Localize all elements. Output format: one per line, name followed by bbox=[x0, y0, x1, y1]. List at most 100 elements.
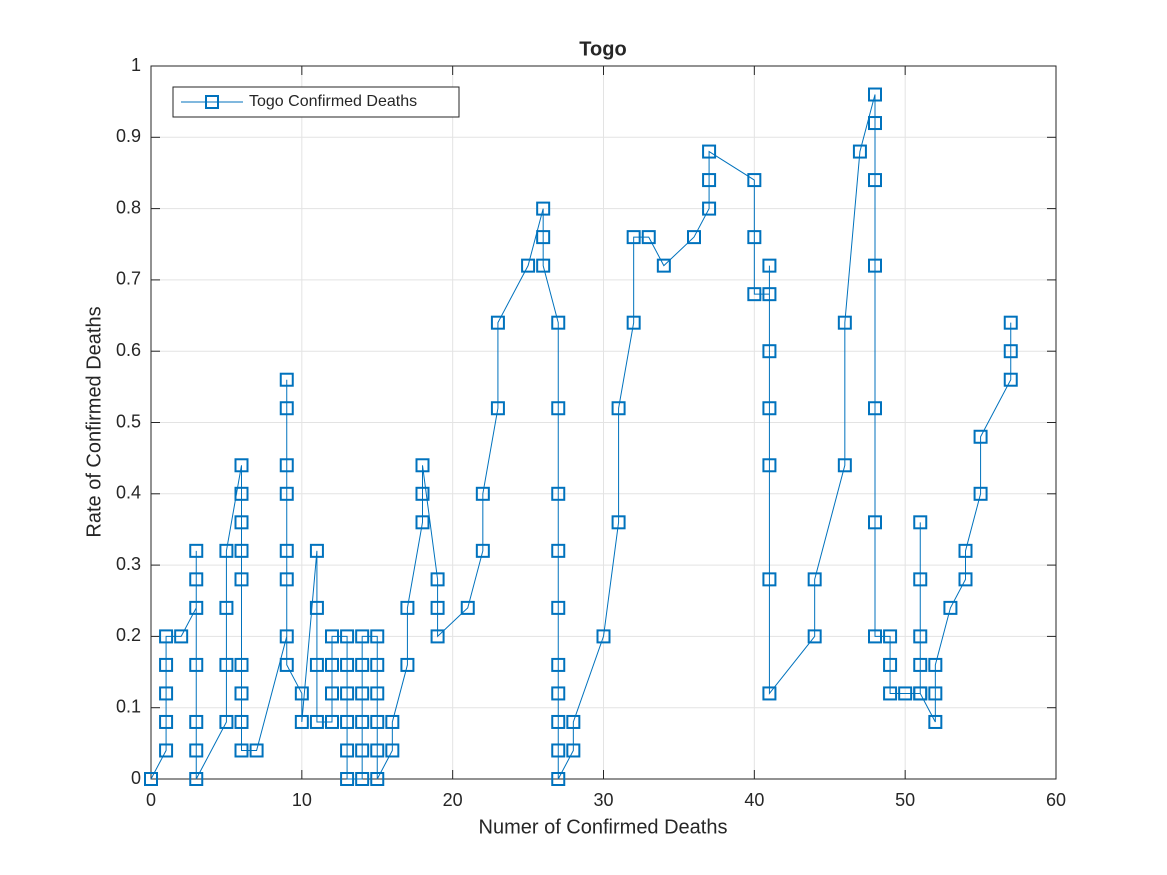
marker bbox=[234, 657, 249, 672]
marker bbox=[189, 743, 204, 758]
marker bbox=[189, 772, 204, 786]
marker bbox=[626, 315, 641, 330]
marker bbox=[355, 657, 370, 672]
marker bbox=[566, 743, 581, 758]
marker bbox=[898, 686, 913, 701]
marker bbox=[219, 657, 234, 672]
marker bbox=[234, 458, 249, 473]
marker bbox=[837, 315, 852, 330]
marker bbox=[234, 515, 249, 530]
marker bbox=[551, 686, 566, 701]
marker bbox=[370, 772, 385, 786]
marker bbox=[762, 458, 777, 473]
marker bbox=[234, 572, 249, 587]
marker bbox=[913, 515, 928, 530]
marker bbox=[340, 686, 355, 701]
marker bbox=[913, 572, 928, 587]
marker bbox=[762, 258, 777, 273]
y-tick-label: 0 bbox=[131, 768, 141, 788]
y-tick-label: 0.9 bbox=[116, 126, 141, 146]
marker bbox=[868, 515, 882, 530]
marker bbox=[174, 629, 189, 644]
y-tick-label: 0.1 bbox=[116, 696, 141, 716]
marker bbox=[702, 144, 717, 159]
marker bbox=[536, 258, 551, 273]
y-tick-label: 0.7 bbox=[116, 269, 141, 289]
marker bbox=[279, 401, 294, 416]
marker bbox=[883, 686, 898, 701]
marker bbox=[400, 600, 415, 615]
marker bbox=[355, 686, 370, 701]
marker bbox=[370, 657, 385, 672]
marker bbox=[1003, 344, 1018, 359]
marker bbox=[159, 743, 174, 758]
marker bbox=[234, 714, 249, 729]
y-tick-label: 0.5 bbox=[116, 411, 141, 431]
marker bbox=[551, 315, 566, 330]
chart-title: Togo bbox=[579, 38, 626, 60]
marker bbox=[536, 230, 551, 245]
marker bbox=[868, 87, 882, 102]
marker bbox=[159, 629, 174, 644]
y-tick-label: 0.4 bbox=[116, 483, 141, 503]
marker bbox=[159, 657, 174, 672]
marker bbox=[189, 657, 204, 672]
marker bbox=[340, 629, 355, 644]
marker bbox=[234, 686, 249, 701]
marker bbox=[611, 515, 626, 530]
marker bbox=[807, 629, 822, 644]
legend-label: Togo Confirmed Deaths bbox=[249, 93, 417, 110]
marker bbox=[852, 144, 867, 159]
marker bbox=[219, 600, 234, 615]
marker bbox=[234, 486, 249, 501]
plot-frame bbox=[150, 65, 1057, 780]
marker bbox=[430, 572, 445, 587]
marker bbox=[340, 743, 355, 758]
marker bbox=[656, 258, 671, 273]
marker bbox=[325, 714, 339, 729]
marker bbox=[189, 600, 204, 615]
marker bbox=[928, 714, 943, 729]
marker bbox=[159, 686, 174, 701]
marker bbox=[309, 657, 324, 672]
marker bbox=[928, 686, 943, 701]
y-tick-label: 0.2 bbox=[116, 625, 141, 645]
marker bbox=[430, 600, 445, 615]
legend-marker bbox=[205, 95, 219, 109]
marker bbox=[762, 572, 777, 587]
marker bbox=[309, 543, 324, 558]
marker bbox=[355, 714, 370, 729]
marker bbox=[762, 686, 777, 701]
marker bbox=[189, 543, 204, 558]
marker bbox=[566, 714, 581, 729]
marker bbox=[702, 173, 717, 188]
marker bbox=[943, 600, 958, 615]
marker bbox=[687, 230, 701, 245]
marker bbox=[385, 714, 400, 729]
marker bbox=[973, 429, 988, 444]
marker bbox=[370, 743, 385, 758]
marker bbox=[958, 572, 973, 587]
y-tick-label: 1 bbox=[131, 55, 141, 75]
marker bbox=[309, 714, 324, 729]
marker bbox=[551, 714, 566, 729]
marker bbox=[762, 344, 777, 359]
marker bbox=[490, 315, 505, 330]
marker bbox=[325, 686, 339, 701]
marker bbox=[279, 458, 294, 473]
marker bbox=[415, 458, 430, 473]
marker bbox=[551, 486, 566, 501]
marker bbox=[551, 543, 566, 558]
marker bbox=[279, 629, 294, 644]
marker bbox=[837, 458, 852, 473]
y-tick-label: 0.3 bbox=[116, 554, 141, 574]
marker bbox=[883, 629, 898, 644]
marker bbox=[1003, 315, 1018, 330]
marker bbox=[958, 543, 973, 558]
marker bbox=[415, 515, 430, 530]
marker bbox=[883, 657, 898, 672]
y-axis-label: Rate of Confirmed Deaths bbox=[83, 306, 105, 537]
marker bbox=[279, 543, 294, 558]
marker bbox=[460, 600, 475, 615]
marker bbox=[536, 201, 551, 216]
